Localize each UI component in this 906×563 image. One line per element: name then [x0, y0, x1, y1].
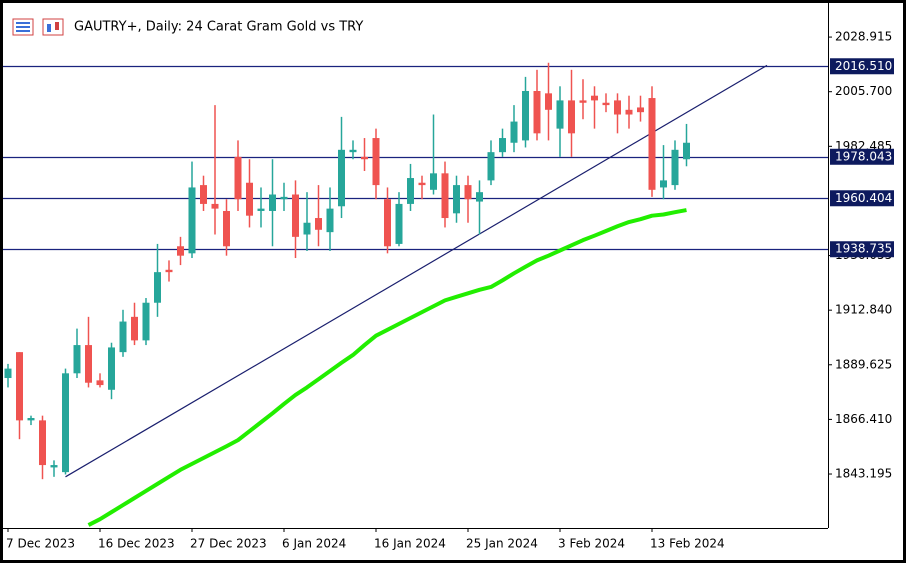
candle-body [591, 95, 598, 101]
candle-body [407, 178, 414, 204]
candle-body [395, 203, 403, 244]
y-tick-label: 1843.195 [835, 467, 892, 481]
candle-body [579, 100, 587, 103]
candle-body [119, 321, 127, 353]
price-label-box [830, 190, 894, 207]
candle-body [384, 199, 391, 247]
y-tick-label: 1866.410 [835, 412, 892, 426]
candle-body [545, 93, 552, 110]
y-tick-label: 2005.700 [835, 84, 892, 98]
x-tick-label: 27 Dec 2023 [190, 537, 267, 551]
candle-body [476, 192, 483, 202]
x-tick-label: 13 Feb 2024 [650, 537, 725, 551]
icon [42, 18, 64, 36]
candle-body [200, 185, 207, 204]
candle-body [246, 182, 253, 216]
candle-body [223, 210, 230, 247]
candle-body [660, 180, 667, 188]
candle-body [430, 173, 437, 190]
price-label: 1960.404 [835, 191, 892, 205]
candle-body [269, 194, 276, 211]
candle-body [499, 138, 506, 153]
candle-body [533, 90, 541, 134]
price-label-box [830, 58, 894, 75]
candle-body [522, 90, 529, 141]
candle-body [142, 302, 150, 341]
chart-title: GAUTRY+, Daily: 24 Carat Gram Gold vs TR… [74, 20, 363, 35]
candle-body [568, 100, 575, 134]
candle-body [280, 196, 288, 200]
candle-body [453, 185, 460, 214]
candle-body [73, 345, 81, 374]
candle-body [487, 152, 495, 181]
price-label-box [830, 148, 894, 165]
candle-body [556, 100, 564, 129]
candle-body [671, 149, 679, 186]
candle-body [418, 182, 426, 186]
candle-body [177, 246, 184, 256]
candle-body [16, 352, 23, 421]
candle-body [292, 194, 299, 237]
candle-body [188, 187, 196, 254]
y-tick-label: 1912.840 [835, 303, 892, 317]
candle-body [338, 149, 345, 207]
y-tick-label: 2028.915 [835, 30, 892, 44]
x-tick-label: 7 Dec 2023 [6, 537, 75, 551]
candle-body [625, 109, 633, 115]
candle-body [441, 173, 449, 219]
x-tick-label: 3 Feb 2024 [558, 537, 625, 551]
candle-body [602, 102, 610, 106]
x-tick-label: 16 Jan 2024 [374, 537, 446, 551]
candle-body [648, 98, 656, 190]
candle-body [27, 418, 35, 421]
plot-area [3, 62, 828, 527]
price-label-box [830, 241, 894, 258]
candle-body [257, 208, 265, 211]
candle-body [683, 142, 690, 160]
candle-body [614, 100, 621, 115]
candle-body [637, 107, 644, 113]
icon [55, 22, 59, 30]
x-tick-label: 25 Jan 2024 [466, 537, 538, 551]
icon [47, 24, 51, 32]
y-tick-label: 1889.625 [835, 357, 892, 371]
price-label: 1938.735 [835, 242, 892, 256]
candle-body [50, 465, 58, 468]
x-tick-label: 16 Dec 2023 [98, 537, 175, 551]
price-label: 1978.043 [835, 149, 892, 163]
candle-body [85, 345, 92, 383]
toolbar-icons [12, 18, 64, 36]
candle-body [211, 203, 219, 209]
candle-body [108, 347, 115, 390]
price-label: 2016.510 [835, 59, 892, 73]
candle-body [303, 222, 311, 235]
candle-body [4, 368, 12, 379]
candle-body [165, 269, 173, 273]
candle-body [326, 208, 334, 233]
candle-body [39, 420, 46, 466]
candle-body [349, 149, 357, 153]
candle-body [361, 156, 368, 160]
moving-average [87, 208, 687, 527]
candle-body [464, 185, 472, 200]
candle-body [315, 218, 322, 230]
candle-body [234, 156, 242, 200]
candle-body [131, 316, 138, 341]
candle-body [62, 373, 69, 473]
candle-body [154, 272, 161, 303]
candle-body [510, 121, 518, 143]
candle-body [372, 138, 380, 186]
x-tick-label: 6 Jan 2024 [282, 537, 346, 551]
candle-body [96, 380, 104, 386]
